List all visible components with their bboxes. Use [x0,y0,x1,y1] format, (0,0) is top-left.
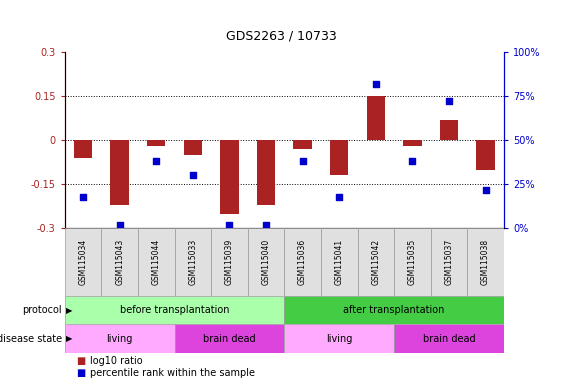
Bar [403,140,422,146]
Bar [467,228,504,296]
Text: ■: ■ [76,356,85,366]
Bar [284,228,321,296]
Text: GSM115039: GSM115039 [225,239,234,285]
Bar [175,228,211,296]
Point [188,172,197,179]
Point [334,194,343,200]
Bar [184,140,202,155]
Bar [330,140,348,175]
Text: brain dead: brain dead [423,334,475,344]
Text: GSM115035: GSM115035 [408,239,417,285]
Point [445,98,454,104]
Bar [394,228,431,296]
Text: GSM115034: GSM115034 [79,239,87,285]
Text: GSM115042: GSM115042 [372,239,380,285]
Text: protocol: protocol [23,305,62,315]
Bar [248,228,284,296]
Bar [211,228,248,296]
Point [225,222,234,228]
Bar [284,296,504,324]
Bar [257,140,275,205]
Bar [101,228,138,296]
Text: log10 ratio: log10 ratio [90,356,142,366]
Bar [138,228,175,296]
Text: GSM115043: GSM115043 [115,239,124,285]
Text: ▶: ▶ [66,306,73,314]
Text: after transplantation: after transplantation [343,305,445,315]
Text: ▶: ▶ [66,334,73,343]
Text: living: living [326,334,352,344]
Point [79,194,88,200]
Bar [65,228,101,296]
Bar [110,140,129,205]
Point [115,222,124,228]
Text: brain dead: brain dead [203,334,256,344]
Bar [431,228,467,296]
Bar [394,324,504,353]
Point [298,158,307,164]
Bar [440,119,458,140]
Text: GSM115033: GSM115033 [189,239,197,285]
Point [372,81,381,87]
Text: GSM115036: GSM115036 [298,239,307,285]
Bar [65,324,175,353]
Text: disease state: disease state [0,334,62,344]
Bar [65,296,284,324]
Text: GSM115041: GSM115041 [335,239,343,285]
Point [152,158,161,164]
Text: GSM115040: GSM115040 [262,239,270,285]
Point [261,222,270,228]
Bar [321,228,358,296]
Text: before transplantation: before transplantation [120,305,229,315]
Text: GSM115044: GSM115044 [152,239,160,285]
Bar [476,140,495,170]
Point [408,158,417,164]
Bar [358,228,394,296]
Text: percentile rank within the sample: percentile rank within the sample [90,367,255,377]
Bar [293,140,312,149]
Bar [220,140,239,214]
Text: GSM115037: GSM115037 [445,239,453,285]
Text: living: living [106,334,133,344]
Bar [74,140,92,158]
Text: GDS2263 / 10733: GDS2263 / 10733 [226,29,337,42]
Bar [175,324,284,353]
Text: ■: ■ [76,367,85,377]
Bar [284,324,394,353]
Point [481,187,490,193]
Bar [367,96,385,140]
Bar [147,140,166,146]
Text: GSM115038: GSM115038 [481,239,490,285]
